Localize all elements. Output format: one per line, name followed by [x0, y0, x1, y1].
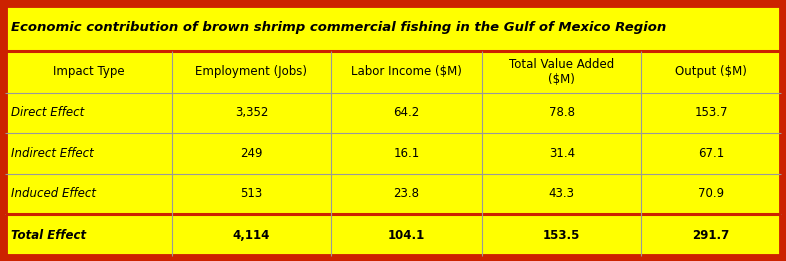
Text: 4,114: 4,114: [233, 229, 270, 242]
Text: 67.1: 67.1: [698, 147, 724, 160]
Text: Induced Effect: Induced Effect: [10, 187, 96, 200]
Text: 153.7: 153.7: [694, 106, 728, 119]
Text: 31.4: 31.4: [549, 147, 575, 160]
Text: 23.8: 23.8: [394, 187, 420, 200]
Text: 3,352: 3,352: [235, 106, 268, 119]
Text: Employment (Jobs): Employment (Jobs): [196, 65, 307, 78]
Text: Total Value Added
($M): Total Value Added ($M): [509, 58, 615, 86]
Text: Output ($M): Output ($M): [675, 65, 747, 78]
Text: Indirect Effect: Indirect Effect: [10, 147, 94, 160]
Text: 43.3: 43.3: [549, 187, 575, 200]
Text: 16.1: 16.1: [394, 147, 420, 160]
Text: 513: 513: [241, 187, 263, 200]
Text: 104.1: 104.1: [388, 229, 425, 242]
Text: Labor Income ($M): Labor Income ($M): [351, 65, 462, 78]
Text: 64.2: 64.2: [394, 106, 420, 119]
Text: Total Effect: Total Effect: [10, 229, 86, 242]
Text: 291.7: 291.7: [692, 229, 729, 242]
Text: 153.5: 153.5: [543, 229, 581, 242]
Text: Economic contribution of brown shrimp commercial fishing in the Gulf of Mexico R: Economic contribution of brown shrimp co…: [10, 21, 666, 34]
Text: 78.8: 78.8: [549, 106, 575, 119]
Text: Direct Effect: Direct Effect: [10, 106, 84, 119]
Text: 249: 249: [241, 147, 263, 160]
Text: Impact Type: Impact Type: [53, 65, 124, 78]
Text: 70.9: 70.9: [698, 187, 724, 200]
